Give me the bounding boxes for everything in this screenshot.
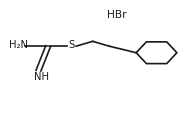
Text: H₂N: H₂N <box>9 40 28 50</box>
Text: HBr: HBr <box>107 10 127 20</box>
Text: NH: NH <box>34 72 49 82</box>
Text: S: S <box>68 40 74 50</box>
